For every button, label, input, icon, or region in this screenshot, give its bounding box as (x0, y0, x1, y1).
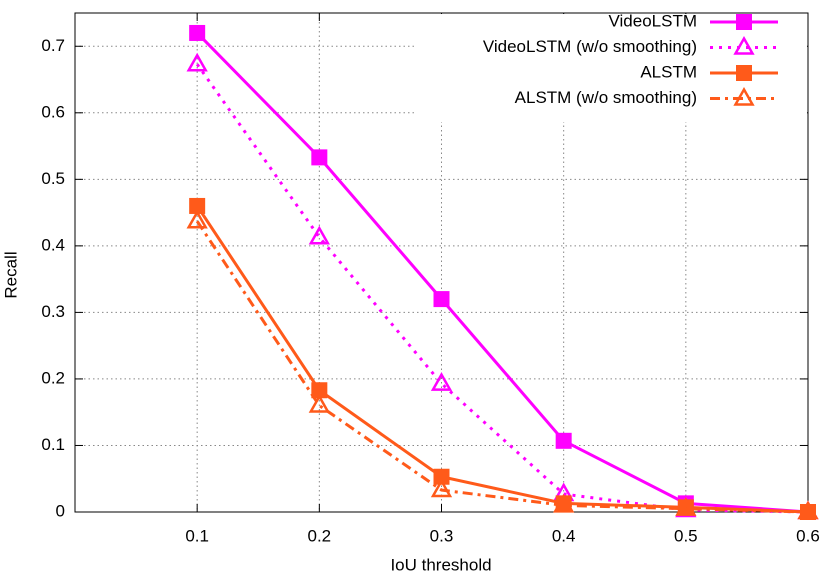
legend-label: VideoLSTM (w/o smoothing) (483, 37, 697, 56)
y-tick-label: 0 (56, 501, 65, 520)
marker (189, 24, 206, 41)
marker (430, 478, 453, 498)
y-tick-label: 0.6 (41, 102, 65, 121)
plot-frame (74, 12, 809, 513)
marker (186, 52, 208, 72)
legend-label: VideoLSTM (608, 11, 697, 30)
marker (797, 500, 819, 520)
marker (553, 493, 575, 513)
x-axis-label: IoU threshold (390, 555, 491, 574)
marker (308, 394, 330, 413)
legend-label: ALSTM (640, 62, 697, 81)
marker (189, 197, 206, 214)
marker (430, 372, 453, 391)
series-line (195, 63, 809, 514)
legend-marker (733, 86, 755, 106)
series-line (195, 220, 809, 514)
y-tick-label: 0.2 (41, 368, 65, 387)
x-tick-label: 0.4 (552, 526, 576, 545)
y-tick-label: 0.7 (41, 36, 65, 55)
marker (311, 149, 328, 166)
x-tick-label: 0.5 (674, 526, 698, 545)
marker (186, 209, 208, 229)
legend-label: ALSTM (w/o smoothing) (515, 88, 697, 107)
x-tick-label: 0.1 (185, 526, 209, 545)
marker (311, 382, 328, 399)
marker (433, 468, 450, 485)
x-tick-label: 0.6 (796, 526, 820, 545)
y-axis-label: Recall (1, 251, 20, 298)
marker (308, 225, 330, 245)
x-tick-label: 0.3 (430, 526, 454, 545)
legend-marker (736, 14, 752, 30)
y-tick-label: 0.5 (41, 169, 65, 188)
series-line (195, 205, 809, 514)
y-tick-label: 0.1 (41, 435, 65, 454)
marker (555, 432, 572, 449)
series-line (196, 31, 809, 514)
legend-marker (736, 65, 752, 81)
x-tick-label: 0.2 (308, 526, 332, 545)
marker (555, 495, 572, 512)
y-tick-label: 0.3 (41, 302, 65, 321)
legend-marker (733, 35, 755, 55)
marker (675, 497, 697, 516)
marker (433, 291, 450, 308)
y-tick-label: 0.4 (41, 235, 65, 254)
